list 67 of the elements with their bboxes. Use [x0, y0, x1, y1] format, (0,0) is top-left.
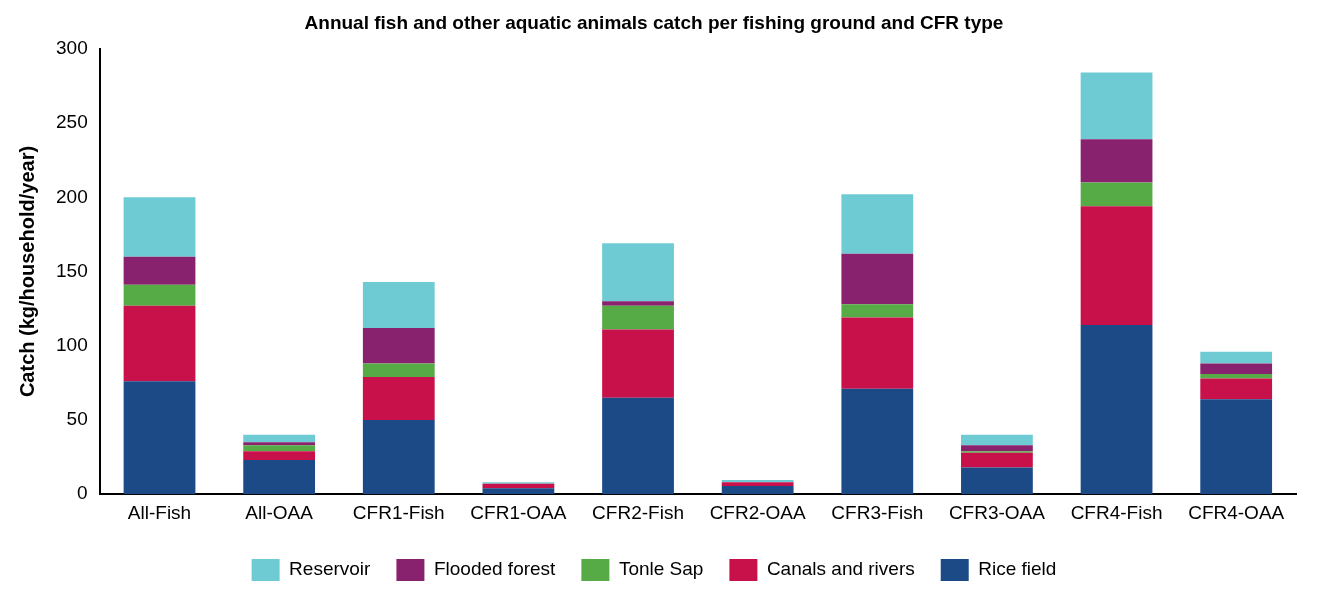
bar: [123, 305, 196, 382]
x-tick-label: CFR4-OAA: [1188, 501, 1285, 523]
bar: [362, 419, 435, 495]
legend-label: Flooded forest: [433, 558, 557, 580]
bar: [961, 452, 1033, 468]
bar: [841, 304, 914, 318]
legend-label: Canals and rivers: [766, 558, 915, 580]
legend-label: Reservoir: [289, 558, 372, 580]
bar: [1200, 399, 1273, 495]
y-tick-label: 100: [56, 333, 88, 355]
bar: [1080, 324, 1153, 495]
y-tick-label: 200: [56, 185, 88, 207]
bar: [1080, 206, 1153, 325]
x-tick-label: CFR3-OAA: [948, 501, 1046, 523]
bar: [602, 305, 674, 330]
x-tick-label: CFR1-OAA: [470, 501, 567, 523]
bar: [961, 467, 1033, 495]
x-tick-label: CFR3-Fish: [831, 501, 924, 523]
bar: [602, 329, 674, 398]
bar: [1200, 373, 1273, 379]
bar: [243, 460, 316, 495]
bar: [1080, 72, 1153, 140]
bar: [721, 486, 794, 495]
bar: [1200, 363, 1273, 374]
legend-label: Rice field: [978, 558, 1057, 580]
bar: [243, 434, 316, 443]
bar: [123, 256, 196, 285]
x-tick-label: All-Fish: [127, 501, 192, 523]
y-tick-label: 300: [56, 37, 88, 59]
bar: [841, 194, 914, 254]
y-tick-label: 250: [56, 111, 88, 133]
y-tick-label: 150: [56, 259, 88, 281]
bar: [1080, 139, 1153, 183]
bar: [123, 284, 196, 306]
x-tick-label: CFR2-OAA: [709, 501, 807, 523]
bar: [841, 388, 914, 495]
bar: [841, 317, 914, 389]
bar: [123, 197, 196, 257]
bar: [362, 281, 435, 328]
legend-label: Tonle Sap: [618, 558, 704, 580]
bar: [961, 445, 1033, 452]
bar: [602, 243, 674, 302]
bar: [1200, 351, 1273, 364]
bar: [482, 488, 555, 495]
bar: [362, 327, 435, 364]
y-tick-label: 0: [77, 482, 88, 504]
x-tick-label: CFR1-Fish: [352, 501, 445, 523]
bar: [721, 482, 794, 487]
bar: [961, 434, 1033, 446]
y-axis-title: Catch (kg/household/year): [15, 145, 38, 398]
bar: [721, 480, 794, 483]
bar: [602, 397, 674, 495]
x-tick-label: CFR4-Fish: [1070, 501, 1163, 523]
y-tick-label: 50: [66, 408, 88, 430]
bar: [1080, 182, 1153, 207]
bar: [243, 445, 316, 452]
bar: [362, 376, 435, 420]
bar: [1200, 378, 1273, 400]
chart-title: Annual fish and other aquatic animals catch per fishing ground and CFR type: [304, 11, 1004, 33]
x-tick-label: All-OAA: [245, 501, 314, 523]
bar: [602, 301, 674, 306]
bar: [123, 381, 196, 495]
bar: [243, 442, 316, 446]
bar: [362, 363, 435, 377]
bar: [243, 451, 316, 461]
x-tick-label: CFR2-Fish: [592, 501, 684, 523]
bar: [841, 253, 914, 305]
